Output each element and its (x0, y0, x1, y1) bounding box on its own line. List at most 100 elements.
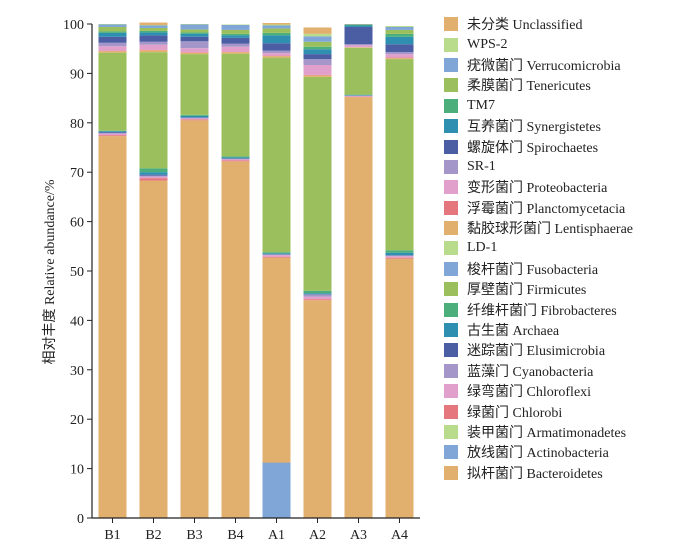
bar-segment-b1-7 (98, 131, 127, 133)
bar-segment-a3-16 (344, 26, 373, 45)
bar-segment-b3-9 (180, 54, 209, 115)
bar-segment-b4-3 (221, 160, 250, 162)
legend-label: 绿弯菌门 Chloroflexi (467, 385, 592, 401)
bar-segment-b2-19 (139, 27, 168, 31)
bar-segment-b4-4 (221, 159, 250, 161)
legend-item: 黏胶球形菌门 Lentisphaerae (444, 218, 694, 238)
legend-swatch (444, 139, 458, 154)
bar-segment-b1-12 (98, 51, 127, 53)
bar-segment-a1-22 (262, 23, 291, 25)
bar-segment-a3-9 (344, 47, 373, 95)
bar-segment-b1-6 (98, 132, 127, 134)
legend-label: 未分类 Unclassified (467, 18, 583, 34)
legend-item: 疣微菌门 Verrucomicrobia (444, 55, 694, 75)
y-tick-label: 40 (70, 314, 84, 329)
legend-item: 未分类 Unclassified (444, 14, 694, 34)
legend-swatch (444, 404, 458, 419)
bar-segment-b3-15 (180, 41, 209, 49)
bar-segment-b1-15 (98, 42, 127, 47)
bar-segment-a2-3 (303, 299, 332, 301)
bar-segment-b1-9 (98, 52, 127, 131)
bar-segment-a4-17 (385, 36, 414, 45)
legend-swatch (444, 425, 458, 439)
bar-segment-b2-17 (139, 32, 168, 36)
bar-segment-a3-0 (344, 97, 373, 519)
legend-swatch (444, 241, 458, 256)
bar-segment-a1-21 (262, 24, 291, 26)
legend-label: 厚壁菌门 Firmicutes (467, 283, 587, 299)
legend-swatch (444, 384, 458, 399)
bar-segment-a1-4 (262, 255, 291, 257)
legend-label: TM7 (467, 97, 495, 113)
bar-segment-b1-17 (98, 32, 127, 37)
bar-segment-a4-9 (385, 59, 414, 251)
bar-segment-a4-12 (385, 58, 414, 60)
legend-swatch (444, 343, 458, 358)
bar-segment-a2-17 (303, 49, 332, 55)
legend-label: 蓝藻门 Cyanobacteria (467, 364, 594, 380)
bar-segment-b2-15 (139, 41, 168, 45)
legend-item: WPS-2 (444, 34, 694, 54)
bar-segment-a4-4 (385, 256, 414, 258)
bar-segment-a4-16 (385, 44, 414, 53)
legend-swatch (444, 363, 458, 378)
legend-swatch (444, 465, 458, 480)
x-tick-label: A2 (309, 528, 326, 543)
legend-label: 古生菌 Archaea (467, 324, 560, 340)
bar-segment-a2-0 (303, 300, 332, 518)
bar-segment-a3-14 (344, 45, 373, 48)
bar-segment-a4-0 (385, 258, 414, 518)
legend-swatch (444, 200, 458, 215)
bar-segment-b2-16 (139, 35, 168, 42)
legend-item: 绿弯菌门 Chloroflexi (444, 381, 694, 401)
legend-item: TM7 (444, 96, 694, 116)
bar-segment-b1-19 (98, 26, 127, 32)
y-tick-label: 80 (70, 117, 84, 132)
legend-item: 装甲菌门 Armatimonadetes (444, 422, 694, 442)
bar-segment-a4-7 (385, 252, 414, 256)
bar-segment-a4-3 (385, 257, 414, 259)
legend-label: 浮霉菌门 Planctomycetacia (467, 201, 626, 217)
bar-segment-a3-17 (344, 25, 373, 27)
bar-segment-b2-22 (139, 22, 168, 25)
legend-label: LD-1 (467, 240, 498, 256)
legend-swatch (444, 98, 458, 113)
bar-segment-a1-19 (262, 28, 291, 33)
legend-item: SR-1 (444, 157, 694, 177)
legend-item: 厚壁菌门 Firmicutes (444, 279, 694, 299)
legend-swatch (444, 445, 458, 460)
bar-segment-b3-19 (180, 29, 209, 33)
bar-segment-b4-17 (221, 35, 250, 38)
legend-swatch (444, 302, 458, 317)
x-tick-label: A1 (268, 528, 285, 543)
legend-item: 绿菌门 Chlorobi (444, 401, 694, 421)
bar-segment-b4-8 (221, 156, 250, 158)
x-tick-label: A3 (350, 528, 367, 543)
bar-segment-a1-20 (262, 25, 291, 29)
bar-segment-b2-12 (139, 50, 168, 53)
bar-segment-b4-19 (221, 29, 250, 34)
bar-segment-a2-19 (303, 41, 332, 47)
bar-segment-a4-14 (385, 54, 414, 58)
bar-segment-b4-7 (221, 157, 250, 159)
bar-segment-a2-7 (303, 293, 332, 295)
bar-segment-a4-18 (385, 33, 414, 37)
bar-segment-a2-9 (303, 76, 332, 291)
bar-segment-b2-6 (139, 174, 168, 176)
bar-segment-a2-15 (303, 59, 332, 65)
y-tick-label: 100 (63, 18, 84, 33)
bar-segment-a2-12 (303, 75, 332, 77)
bar-segment-a4-15 (385, 52, 414, 55)
bar-segment-a1-3 (262, 256, 291, 258)
legend-swatch (444, 323, 458, 338)
legend-label: 绿菌门 Chlorobi (467, 405, 563, 421)
bar-segment-b1-14 (98, 46, 127, 51)
bar-segment-b1-0 (98, 136, 127, 518)
legend-swatch (444, 37, 458, 52)
bar-segment-a1-14 (262, 53, 291, 56)
y-tick-label: 0 (77, 512, 84, 527)
legend-item: 古生菌 Archaea (444, 320, 694, 340)
legend-swatch (444, 57, 458, 72)
y-tick-label: 60 (70, 216, 84, 231)
legend-label: 柔膜菌门 Tenericutes (467, 79, 591, 95)
